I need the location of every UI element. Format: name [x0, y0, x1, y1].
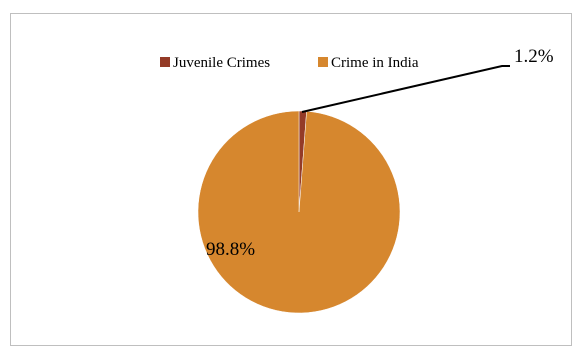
legend-label-crime-in-india: Crime in India [331, 55, 419, 71]
pie-slices [197, 110, 401, 314]
data-label-crime-in-india: 98.8% [206, 239, 255, 260]
pie-slice-crime-in-india [197, 110, 401, 314]
legend-swatch-crime-in-india [318, 57, 328, 67]
legend-swatch-juvenile-crimes [160, 57, 170, 67]
legend: Juvenile Crimes Crime in India [160, 55, 419, 71]
data-label-juvenile-crimes: 1.2% [514, 46, 554, 67]
legend-label-juvenile-crimes: Juvenile Crimes [173, 55, 270, 71]
leader-line [301, 65, 510, 113]
